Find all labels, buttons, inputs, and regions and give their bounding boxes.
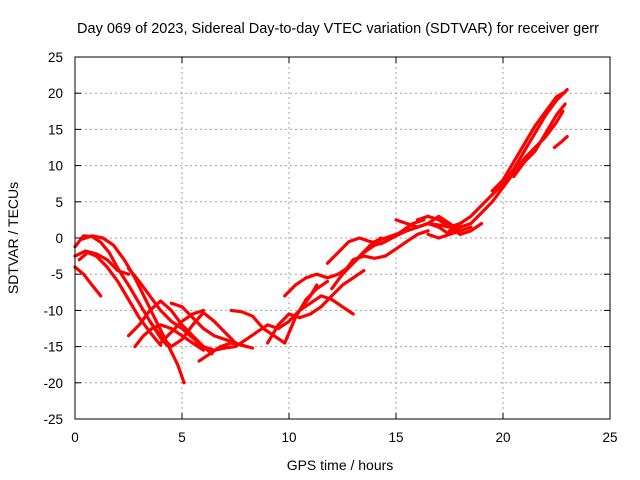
series-line-sat-26 (490, 91, 565, 193)
x-tick-label: 5 (178, 430, 186, 445)
y-axis-label: SDTVAR / TECUs (5, 182, 21, 294)
series-line-sat-15 (266, 269, 366, 345)
y-tick-label: -25 (43, 412, 63, 427)
y-tick-label: -10 (43, 303, 63, 318)
series-line-sat-14 (229, 279, 330, 345)
y-tick-label: 25 (48, 50, 63, 65)
series-line-sat-25 (447, 87, 569, 233)
series-line-sat-28 (512, 102, 567, 179)
y-tick-label: -20 (43, 376, 63, 391)
data-series-layer (73, 87, 569, 385)
series-line-sat-23 (415, 214, 484, 236)
y-tick-label: 15 (48, 122, 63, 137)
series-line-sat-29 (552, 135, 569, 150)
y-tick-label: 10 (48, 159, 63, 174)
y-tick-label: 20 (48, 86, 63, 101)
series-line-sat-5 (77, 250, 163, 347)
series-line-sat-8 (133, 323, 205, 352)
x-tick-label: 20 (495, 430, 510, 445)
y-tick-label: -15 (43, 340, 63, 355)
y-tick-label: 0 (55, 231, 63, 246)
x-tick-label: 15 (388, 430, 403, 445)
x-tick-label: 10 (281, 430, 296, 445)
series-line-sat-4 (73, 265, 103, 298)
chart-title: Day 069 of 2023, Sidereal Day-to-day VTE… (77, 21, 599, 37)
x-axis-label: GPS time / hours (287, 457, 394, 473)
series-line-sat-22 (394, 214, 462, 233)
y-tick-label: -5 (51, 267, 63, 282)
series-line-sat-12 (197, 341, 255, 363)
axis-ticks: 0 5 10 15 20 25 -25 -20 -15 -10 -5 0 5 10 15 20 25 (43, 50, 617, 445)
x-tick-label: 0 (71, 430, 79, 445)
x-tick-label: 25 (602, 430, 617, 445)
series-line-sat-3 (73, 249, 131, 276)
series-line-sat-7 (126, 299, 205, 349)
series-line-sat-11 (159, 308, 205, 345)
grid (75, 57, 610, 419)
series-line-sat-17 (298, 294, 355, 316)
series-line-sat-27 (501, 109, 565, 189)
y-tick-label: 5 (55, 195, 63, 210)
